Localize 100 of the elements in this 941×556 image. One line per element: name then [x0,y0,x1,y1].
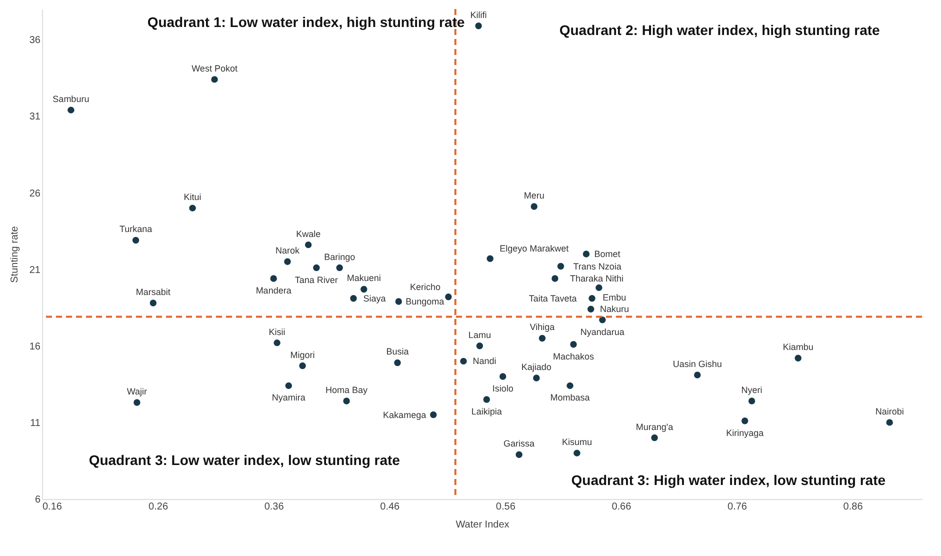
point [68,106,74,114]
data-label: Meru [524,190,544,201]
point [570,340,577,348]
point [582,250,590,258]
data-label: Kericho [410,282,440,292]
annotation: Quadrant 2: High water index, high stunting rate [559,22,880,38]
data-label: Kisii [268,326,286,337]
point [587,306,594,312]
point [552,275,558,282]
point [299,362,306,370]
data-label: Nyandarua [580,326,624,337]
data-label: Nandi [472,356,496,366]
point [395,298,402,305]
data-label: Kilifi [470,10,487,20]
data-label: Kakamega [383,410,426,420]
data-label: Bomet [594,249,621,259]
data-label: Mombasa [550,392,590,403]
annotation: Quadrant 1: Low water index, high stunting rate [147,14,465,30]
data-label: Marsabit [136,287,171,297]
y-tick-label: 6 [34,494,41,506]
point [336,264,343,272]
data-label: Uasin Gishu [672,358,722,369]
point [599,316,606,324]
data-label: Vihiga [530,322,555,332]
point [274,339,280,346]
point [284,258,291,266]
data-label: Trans Nzoia [573,261,622,272]
x-axis-title: Water Index [456,520,510,530]
point [588,295,596,302]
point [394,359,401,366]
point [694,372,701,378]
y-tick-label: 31 [29,112,41,123]
annotation: Quadrant 3: High water index, low stunting rate [571,472,886,488]
point [343,398,350,404]
data-label: Murang'a [636,422,674,432]
data-label: Laikipia [471,406,502,416]
data-label: Machakos [552,351,594,362]
point [211,76,218,83]
x-tick-label: 0.36 [264,502,284,512]
data-label: Tharaka Nithi [570,274,624,284]
data-label: Turkana [119,224,152,234]
data-label: Bungoma [406,296,444,306]
point [270,275,277,282]
data-label: Isiolo [492,384,514,394]
y-tick-label: 11 [30,418,41,429]
data-label: Samburu [52,94,90,104]
data-label: Nyeri [741,385,762,395]
data-label: Makueni [346,273,381,284]
point [313,264,320,272]
data-label: Elgeyo Marakwet [500,244,570,254]
data-label: West Pokot [192,63,238,74]
x-tick-label: 0.86 [843,502,864,512]
data-label: Busia [386,346,409,357]
point [499,373,506,380]
point [475,22,482,30]
point [574,450,580,456]
data-label: Migori [290,350,315,360]
point [483,396,490,403]
point [360,286,368,293]
data-label: Narok [275,246,300,256]
data-label: Homa Bay [326,385,368,395]
point [794,354,802,362]
x-tick-label: 0.26 [148,502,168,512]
data-label: Siaya [363,293,386,304]
data-label: Nakuru [600,304,629,314]
point [486,255,494,262]
point [557,262,564,270]
point [350,295,357,302]
point [516,451,522,458]
data-label: Nyamira [272,392,306,403]
data-label: Baringo [324,252,356,262]
point [538,334,546,342]
data-label: Kirinyaga [726,428,764,438]
y-tick-label: 21 [29,264,41,276]
point [132,236,140,244]
point [150,300,157,306]
x-tick-label: 0.16 [42,502,62,512]
x-tick-label: 0.76 [728,502,748,512]
point [134,399,140,406]
point [886,419,893,426]
data-label: Kajiado [521,362,552,372]
y-tick-label: 26 [29,188,41,200]
y-tick-label: 16 [29,341,41,352]
point [445,294,452,300]
point [596,284,602,292]
point [304,241,312,248]
data-label: Kisumu [562,437,592,448]
data-label: Wajir [126,386,148,397]
x-tick-label: 0.56 [496,502,516,512]
point [741,418,748,424]
data-label: Nairobi [875,406,904,416]
data-label: Garissa [504,438,535,449]
data-label: Lamu [468,330,491,340]
point [430,411,437,418]
point [460,358,467,365]
data-label: Kwale [296,228,321,239]
data-label: Kitui [184,192,202,202]
y-tick-label: 36 [29,35,41,46]
point [566,382,574,390]
point [476,342,484,350]
